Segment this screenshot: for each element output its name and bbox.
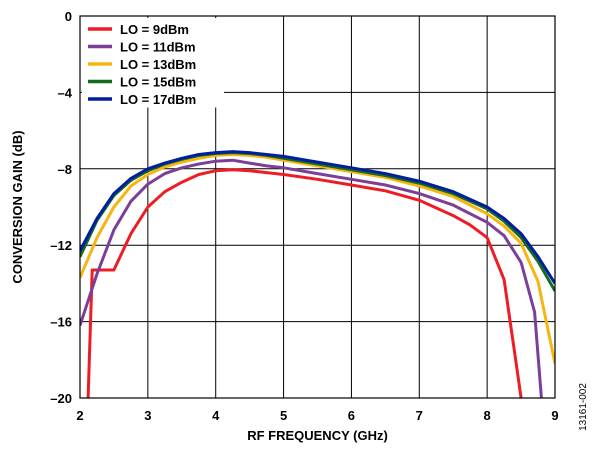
y-tick-label: –4 [58, 85, 73, 100]
x-tick-label: 9 [551, 408, 558, 423]
legend: LO = 9dBm LO = 11dBm LO = 13dBm LO = 15dBm L… [82, 18, 224, 108]
x-tick-label: 7 [416, 408, 423, 423]
legend-label: LO = 9dBm [120, 22, 189, 37]
x-axis-title: RF FREQUENCY (GHz) [247, 428, 388, 443]
x-tick-label: 4 [212, 408, 220, 423]
legend-label: LO = 17dBm [120, 92, 196, 107]
y-tick-label: 0 [65, 9, 72, 24]
series-line-lo-17dbm [80, 150, 555, 285]
legend-label: LO = 15dBm [120, 75, 196, 90]
y-tick-label: –12 [50, 238, 72, 253]
x-tick-label: 8 [484, 408, 491, 423]
y-tick-labels: 0 –4 –8 –12 –16 –20 [50, 9, 72, 406]
legend-label: LO = 13dBm [120, 57, 196, 72]
y-axis-title: CONVERSION GAIN (dB) [10, 130, 25, 283]
plot-frame [79, 15, 556, 399]
series-line-lo-9dbm [86, 168, 523, 398]
series-line-lo-11dbm [80, 158, 543, 398]
y-tick-label: –8 [58, 162, 72, 177]
x-tick-label: 2 [76, 408, 83, 423]
series-lines [80, 150, 555, 398]
legend-label: LO = 11dBm [120, 40, 196, 55]
series-line-lo-13dbm [80, 153, 555, 364]
x-tick-labels: 2 3 4 5 6 7 8 9 [76, 408, 558, 423]
figure-id: 13161-002 [578, 383, 589, 431]
y-tick-label: –16 [50, 315, 72, 330]
x-tick-label: 5 [280, 408, 287, 423]
x-tick-label: 3 [144, 408, 151, 423]
x-tick-label: 6 [348, 408, 355, 423]
y-tick-label: –20 [50, 391, 72, 406]
